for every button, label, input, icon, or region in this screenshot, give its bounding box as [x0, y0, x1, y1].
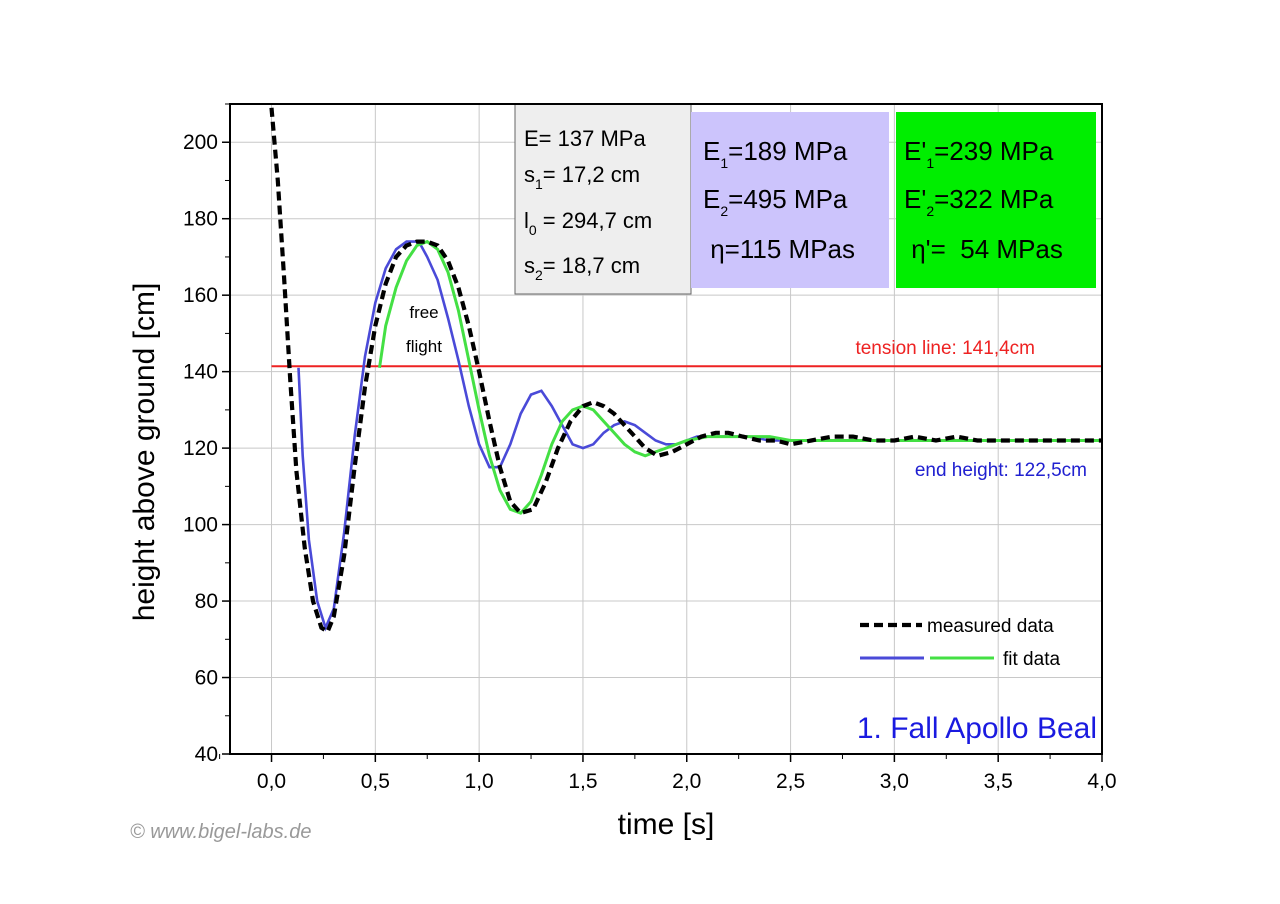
free-flight-label-2: flight [406, 337, 442, 356]
x-tick-labels: 0,0 0,5 1,0 1,5 2,0 2,5 3,0 3,5 4,0 [257, 770, 1117, 793]
minor-ticks [219, 103, 1103, 762]
parameter-panel-grey: E= 137 MPa s1= 17,2 cm l0 = 294,7 cm s2=… [514, 103, 692, 295]
y-tick-label: 60 [195, 667, 218, 690]
x-tick-label: 0,5 [361, 770, 390, 793]
end-height-label: end height: 122,5cm [915, 460, 1087, 481]
parameter-panel-green: E'1=239 MPa E'2=322 MPa η'= 54 MPas [896, 112, 1096, 288]
series-measured [269, 107, 1102, 635]
y-tick-label: 40 [195, 743, 218, 766]
param-e2: E2=495 MPa [703, 184, 848, 219]
param-e: E= 137 MPa [524, 126, 646, 151]
x-tick-label: 3,5 [984, 770, 1013, 793]
y-tick-label: 140 [183, 361, 218, 384]
param-e2-prime: E'2=322 MPa [904, 184, 1054, 219]
parameter-panel-purple: E1=189 MPa E2=495 MPa η=115 MPas [691, 112, 889, 288]
x-tick-label: 2,0 [672, 770, 701, 793]
tension-line-label: tension line: 141,4cm [855, 338, 1035, 359]
free-flight-label-1: free [409, 303, 438, 322]
plot-frame [229, 103, 1103, 755]
y-tick-label: 100 [183, 514, 218, 537]
param-e1: E1=189 MPa [703, 136, 848, 171]
x-tick-label: 4,0 [1087, 770, 1116, 793]
legend-measured-label: measured data [927, 616, 1054, 637]
y-tick-label: 80 [195, 590, 218, 613]
y-tick-label: 180 [183, 208, 218, 231]
x-tick-label: 1,0 [465, 770, 494, 793]
x-tick-label: 2,5 [776, 770, 805, 793]
y-tick-labels: 40 60 80 100 120 140 160 180 200 [183, 131, 218, 766]
param-l0: l0 = 294,7 cm [524, 208, 652, 238]
param-s1: s1= 17,2 cm [524, 162, 640, 192]
y-axis-title: height above ground [cm] [128, 283, 161, 622]
copyright-notice: © www.bigel-labs.de [130, 821, 311, 843]
x-tick-label: 0,0 [257, 770, 286, 793]
param-eta: η=115 MPas [703, 234, 855, 264]
x-tick-label: 1,5 [568, 770, 597, 793]
legend: measured data fit data [860, 616, 1060, 670]
series-layer [269, 107, 1102, 635]
param-e1-prime: E'1=239 MPa [904, 136, 1054, 171]
x-tick-label: 3,0 [880, 770, 909, 793]
param-eta-prime: η'= 54 MPas [904, 234, 1063, 264]
y-tick-label: 160 [183, 284, 218, 307]
x-axis-title: time [s] [618, 808, 715, 841]
legend-fit-label: fit data [1003, 649, 1060, 670]
y-tick-label: 200 [183, 131, 218, 154]
y-tick-label: 120 [183, 437, 218, 460]
param-s2: s2= 18,7 cm [524, 253, 640, 283]
chart-caption: 1. Fall Apollo Beal [857, 712, 1097, 745]
